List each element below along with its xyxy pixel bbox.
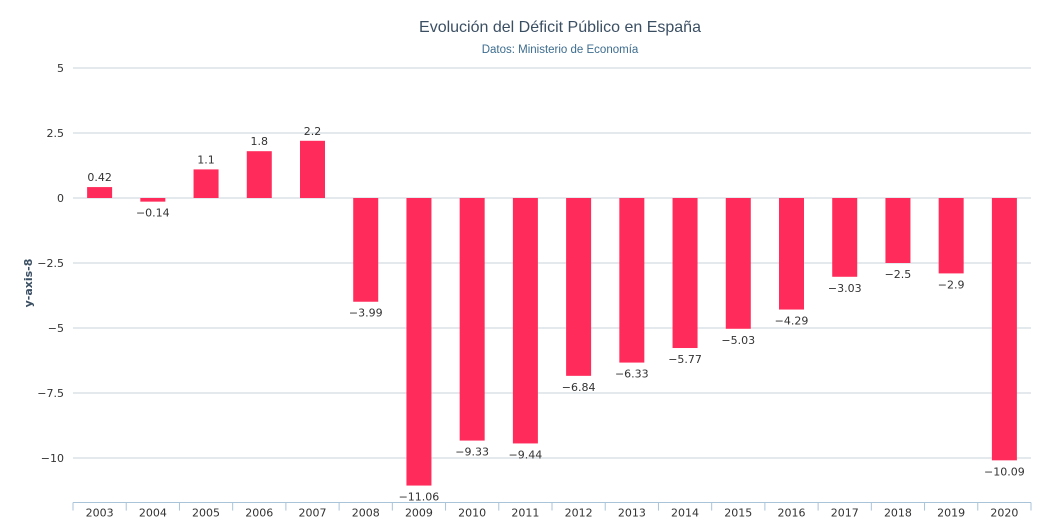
x-axis: 2003 2004 2005 2006 2007 2008 2009 2010 2011 2012… bbox=[72, 502, 1032, 520]
bar[interactable] bbox=[353, 198, 379, 302]
x-tick-label: 2012 bbox=[565, 507, 593, 520]
x-tick-label: 2018 bbox=[884, 507, 912, 520]
data-label: −9.33 bbox=[455, 446, 489, 459]
x-tick-label: 2015 bbox=[724, 507, 752, 520]
x-tick-label: 2006 bbox=[245, 507, 273, 520]
x-tick-label: 2019 bbox=[937, 507, 965, 520]
data-label: −9.44 bbox=[509, 448, 543, 461]
y-axis-ticks: 5 2.5 0 −2.5 −5 −7.5 −10 bbox=[37, 62, 64, 465]
x-tick-label: 2009 bbox=[405, 507, 433, 520]
data-label: −0.14 bbox=[136, 207, 170, 220]
y-tick-label: −10 bbox=[41, 452, 64, 465]
data-label: −6.33 bbox=[615, 368, 649, 381]
bar[interactable] bbox=[300, 140, 325, 198]
x-tick-label: 2017 bbox=[831, 507, 859, 520]
data-label: −6.84 bbox=[562, 381, 596, 394]
x-tick-label: 2013 bbox=[618, 507, 646, 520]
bar[interactable] bbox=[566, 198, 592, 376]
bar[interactable] bbox=[140, 198, 166, 202]
data-label: −5.03 bbox=[721, 334, 755, 347]
y-tick-label: −5 bbox=[48, 322, 64, 335]
data-label: 1.1 bbox=[197, 153, 215, 166]
bars bbox=[87, 140, 1017, 486]
y-tick-label: 0 bbox=[57, 192, 64, 205]
bar[interactable] bbox=[885, 198, 911, 263]
data-labels: 0.42 −0.14 1.1 1.8 2.2 −3.99 −11.06 −9.33 −9.44 −… bbox=[87, 125, 1024, 504]
chart-title: Evolución del Déficit Público en España bbox=[419, 19, 701, 36]
y-tick-label: −7.5 bbox=[37, 387, 64, 400]
data-label: −10.09 bbox=[984, 465, 1025, 478]
x-tick-label: 2010 bbox=[458, 507, 486, 520]
bar[interactable] bbox=[779, 198, 804, 310]
bar[interactable] bbox=[938, 198, 964, 274]
data-label: −3.03 bbox=[828, 282, 862, 295]
x-tick-label: 2005 bbox=[192, 507, 220, 520]
bar[interactable] bbox=[672, 198, 698, 349]
x-tick-label: 2008 bbox=[352, 507, 380, 520]
x-tick-label: 2014 bbox=[671, 507, 699, 520]
data-label: −2.5 bbox=[885, 268, 912, 281]
bar[interactable] bbox=[459, 198, 485, 441]
y-tick-label: −2.5 bbox=[37, 257, 64, 270]
data-label: −3.99 bbox=[349, 307, 383, 320]
data-label: −4.29 bbox=[775, 315, 809, 328]
data-label: −11.06 bbox=[399, 491, 440, 504]
bar[interactable] bbox=[725, 198, 751, 329]
y-tick-label: 2.5 bbox=[47, 127, 65, 140]
bar[interactable] bbox=[512, 198, 538, 444]
data-label: 0.42 bbox=[87, 171, 112, 184]
x-tick-label: 2016 bbox=[778, 507, 806, 520]
grid-lines bbox=[73, 67, 1031, 459]
data-label: 2.2 bbox=[304, 125, 322, 138]
data-label: 1.8 bbox=[251, 135, 269, 148]
data-label: −5.77 bbox=[668, 353, 702, 366]
x-tick-label: 2007 bbox=[299, 507, 327, 520]
bar[interactable] bbox=[619, 198, 645, 363]
bar[interactable] bbox=[991, 198, 1017, 461]
data-label: −2.9 bbox=[938, 278, 965, 291]
bar[interactable] bbox=[246, 151, 272, 198]
y-tick-label: 5 bbox=[57, 62, 64, 75]
x-tick-label: 2003 bbox=[86, 507, 114, 520]
bar[interactable] bbox=[832, 198, 858, 277]
bar[interactable] bbox=[193, 169, 219, 198]
x-tick-label: 2004 bbox=[139, 507, 167, 520]
bar[interactable] bbox=[87, 187, 113, 198]
x-tick-label: 2011 bbox=[511, 507, 539, 520]
y-axis-label: y-axis-8 bbox=[22, 259, 35, 308]
chart-subtitle: Datos: Ministerio de Economía bbox=[482, 44, 639, 56]
bar[interactable] bbox=[406, 198, 432, 486]
x-tick-label: 2020 bbox=[990, 507, 1018, 520]
